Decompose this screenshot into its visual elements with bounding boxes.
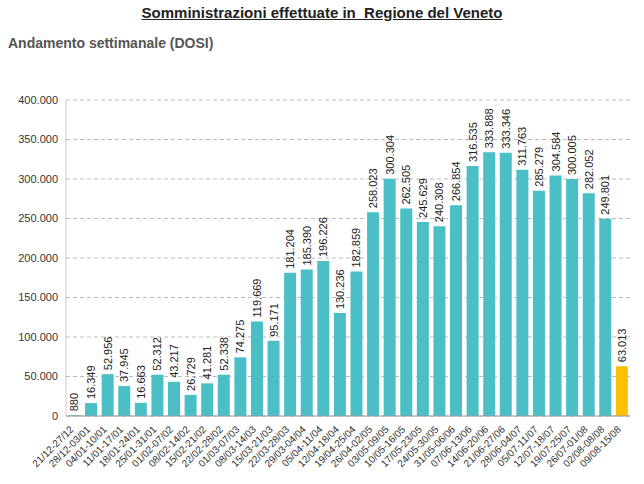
svg-text:16.663: 16.663 bbox=[135, 365, 147, 399]
svg-text:01/03-07/03: 01/03-07/03 bbox=[196, 423, 242, 470]
svg-text:300.000: 300.000 bbox=[18, 173, 58, 185]
svg-text:50.000: 50.000 bbox=[24, 370, 58, 382]
svg-text:28/06-04/07: 28/06-04/07 bbox=[478, 423, 524, 470]
svg-text:05/07-11/07: 05/07-11/07 bbox=[495, 423, 541, 469]
svg-text:02/08-08/08: 02/08-08/08 bbox=[561, 423, 607, 470]
svg-text:316.535: 316.535 bbox=[467, 122, 479, 162]
svg-text:10/05-16/05: 10/05-16/05 bbox=[361, 423, 408, 470]
svg-text:74.275: 74.275 bbox=[234, 320, 246, 354]
svg-text:43.217: 43.217 bbox=[168, 344, 180, 378]
svg-text:181.204: 181.204 bbox=[284, 229, 296, 269]
svg-text:15/03-21/03: 15/03-21/03 bbox=[229, 423, 275, 470]
svg-text:245.629: 245.629 bbox=[417, 178, 429, 218]
svg-text:12/07-18/07: 12/07-18/07 bbox=[511, 423, 557, 470]
svg-text:250.000: 250.000 bbox=[18, 212, 58, 224]
svg-text:16.349: 16.349 bbox=[85, 365, 97, 399]
svg-text:182.859: 182.859 bbox=[350, 228, 362, 268]
svg-text:300.304: 300.304 bbox=[384, 135, 396, 175]
svg-text:130.236: 130.236 bbox=[334, 269, 346, 309]
svg-text:52.956: 52.956 bbox=[102, 337, 114, 371]
svg-text:311.763: 311.763 bbox=[516, 127, 528, 166]
svg-text:262.505: 262.505 bbox=[400, 165, 412, 205]
svg-text:880: 880 bbox=[68, 393, 80, 411]
svg-text:26.729: 26.729 bbox=[185, 357, 197, 391]
svg-text:01/02-07/02: 01/02-07/02 bbox=[129, 423, 176, 470]
svg-text:04/01-10/01: 04/01-10/01 bbox=[63, 423, 109, 470]
svg-text:37.945: 37.945 bbox=[118, 348, 130, 382]
svg-text:05/04-11/04: 05/04-11/04 bbox=[279, 423, 325, 469]
svg-text:304.584: 304.584 bbox=[550, 132, 562, 172]
svg-text:15/02-21/02: 15/02-21/02 bbox=[162, 423, 209, 470]
html-text:Andamento settimanale (DOSI): Andamento settimanale (DOSI) bbox=[8, 35, 214, 51]
svg-text:333.888: 333.888 bbox=[483, 108, 495, 148]
svg-text:28/12-03/01: 28/12-03/01 bbox=[46, 423, 93, 470]
svg-text:22/02-28/02: 22/02-28/02 bbox=[179, 423, 225, 470]
svg-text:26/04-02/05: 26/04-02/05 bbox=[328, 423, 375, 470]
svg-text:200.000: 200.000 bbox=[18, 252, 58, 264]
svg-text:24/05-30/05: 24/05-30/05 bbox=[395, 423, 441, 470]
svg-text:21/06-27/06: 21/06-27/06 bbox=[461, 423, 507, 470]
svg-text:18/01-24/01: 18/01-24/01 bbox=[96, 423, 143, 470]
svg-text:14/06-20/06: 14/06-20/06 bbox=[444, 423, 491, 470]
html-text:Somministrazioni effettuate in: Somministrazioni effettuate in Regione d… bbox=[141, 4, 503, 21]
svg-text:282.052: 282.052 bbox=[583, 149, 595, 189]
svg-text:285.279: 285.279 bbox=[533, 147, 545, 187]
svg-text:08/03-14/03: 08/03-14/03 bbox=[212, 423, 259, 470]
svg-text:100.000: 100.000 bbox=[18, 331, 58, 343]
svg-text:19/07-25/07: 19/07-25/07 bbox=[527, 423, 574, 470]
svg-text:25/01-31/01: 25/01-31/01 bbox=[113, 423, 159, 470]
svg-text:350.000: 350.000 bbox=[18, 133, 58, 145]
svg-text:19/04-25/04: 19/04-25/04 bbox=[312, 423, 358, 470]
svg-text:26/07-01/08: 26/07-01/08 bbox=[544, 423, 590, 470]
svg-text:196.226: 196.226 bbox=[317, 217, 329, 257]
svg-text:63.013: 63.013 bbox=[616, 329, 628, 363]
svg-text:03/05-09/05: 03/05-09/05 bbox=[345, 423, 391, 470]
svg-text:240.308: 240.308 bbox=[433, 182, 445, 222]
svg-text:41.281: 41.281 bbox=[201, 346, 213, 380]
svg-text:09/08-15/08: 09/08-15/08 bbox=[578, 423, 624, 469]
svg-text:31/05-06/06: 31/05-06/06 bbox=[411, 423, 458, 470]
svg-text:266.854: 266.854 bbox=[450, 161, 462, 201]
svg-text:52.338: 52.338 bbox=[218, 337, 230, 371]
svg-text:119.669: 119.669 bbox=[251, 279, 263, 318]
svg-text:150.000: 150.000 bbox=[18, 291, 58, 303]
svg-text:11/01-17/01: 11/01-17/01 bbox=[80, 423, 126, 469]
svg-text:21/12-27/12: 21/12-27/12 bbox=[30, 423, 76, 470]
svg-text:300.005: 300.005 bbox=[566, 135, 578, 175]
svg-text:52.312: 52.312 bbox=[151, 337, 163, 371]
svg-text:185.390: 185.390 bbox=[301, 226, 313, 266]
svg-text:258.023: 258.023 bbox=[367, 168, 379, 208]
svg-text:29/03-04/04: 29/03-04/04 bbox=[262, 423, 308, 470]
svg-text:95.171: 95.171 bbox=[268, 303, 280, 337]
svg-text:12/04-18/04: 12/04-18/04 bbox=[295, 423, 342, 470]
svg-text:333.346: 333.346 bbox=[500, 109, 512, 149]
svg-text:400.000: 400.000 bbox=[18, 94, 58, 106]
svg-text:0: 0 bbox=[52, 410, 58, 422]
svg-text:07/06-13/06: 07/06-13/06 bbox=[428, 423, 474, 470]
svg-text:08/02-14/02: 08/02-14/02 bbox=[146, 423, 192, 470]
svg-text:22/03-28/03: 22/03-28/03 bbox=[245, 423, 292, 470]
svg-text:249.801: 249.801 bbox=[599, 175, 611, 215]
svg-text:17/05-23/05: 17/05-23/05 bbox=[378, 423, 425, 470]
